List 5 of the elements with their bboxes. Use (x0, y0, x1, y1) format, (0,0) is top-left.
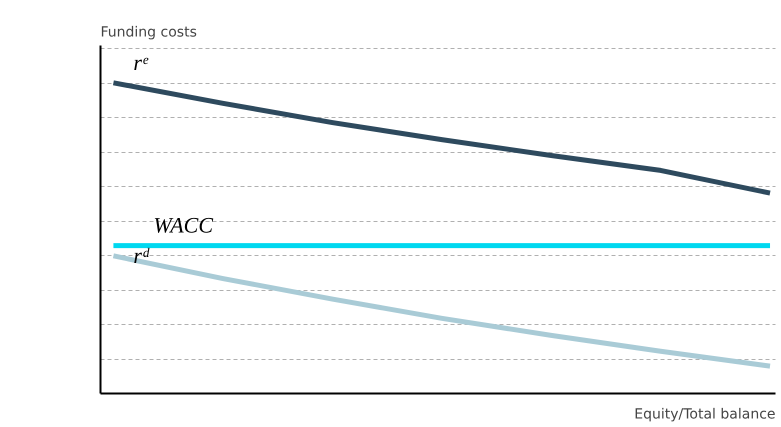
series-label: rᵈ (133, 242, 150, 268)
x-axis-title: Equity/Total balance (634, 406, 776, 422)
y-axis-title: Funding costs (100, 24, 197, 40)
series-label: rᵉ (133, 50, 149, 75)
series-label: WACC (153, 212, 214, 238)
